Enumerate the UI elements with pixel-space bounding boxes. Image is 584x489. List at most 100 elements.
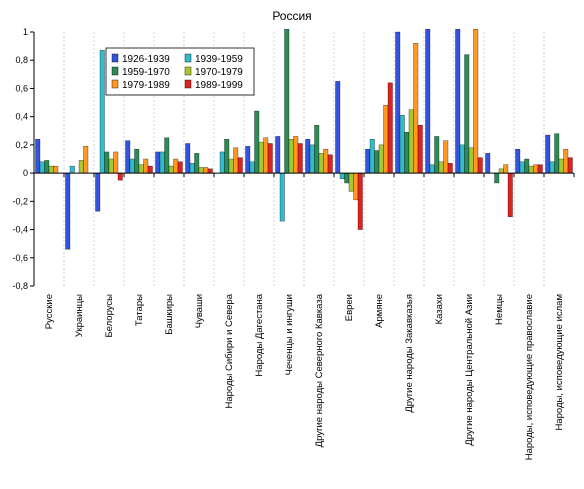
y-tick-label: 0,6 (15, 83, 28, 93)
bar (99, 50, 105, 174)
bar (275, 136, 281, 174)
x-tick-label: Другие народы Центральной Азии (464, 294, 475, 446)
bar (438, 161, 444, 174)
bar (279, 172, 285, 222)
bar (249, 161, 255, 174)
bar (69, 165, 75, 174)
legend-label: 1989-1999 (195, 80, 243, 91)
bar (374, 150, 380, 174)
bar (519, 161, 525, 174)
bar (554, 133, 560, 174)
bar (443, 140, 449, 174)
y-tick-label: -0,6 (12, 253, 28, 263)
bar (117, 172, 123, 181)
bar (327, 154, 333, 174)
bar (143, 158, 149, 174)
bar (404, 132, 410, 174)
bar (399, 115, 405, 174)
bar (35, 139, 41, 174)
bar (203, 167, 209, 174)
bar (233, 147, 239, 174)
x-tick-label: Татары (134, 294, 145, 326)
bar (413, 43, 419, 174)
bar (309, 144, 315, 174)
bar (528, 165, 534, 174)
bar (387, 82, 393, 174)
bar (494, 172, 500, 184)
x-tick-label: Армяне (374, 294, 385, 328)
x-tick-label: Евреи (344, 294, 355, 321)
bar (293, 136, 299, 174)
bar (237, 157, 243, 174)
bar (173, 158, 179, 174)
bar (113, 151, 119, 174)
bar (164, 137, 170, 174)
x-tick-label: Народы Дагестана (254, 293, 265, 376)
bar (369, 139, 375, 174)
bar (455, 29, 461, 174)
bar (263, 137, 269, 174)
bar (563, 148, 569, 174)
bar (83, 146, 89, 174)
bar (323, 148, 329, 174)
bar (155, 151, 161, 174)
x-tick-label: Народы, исповедующие православие (524, 294, 535, 460)
bar (417, 124, 423, 174)
bar (429, 164, 435, 174)
bar (395, 31, 401, 174)
bar (447, 163, 453, 174)
bar (78, 160, 84, 174)
bar (477, 157, 483, 174)
bar (284, 29, 290, 174)
legend-swatch (111, 53, 119, 63)
x-tick-label: Чуваши (194, 294, 205, 328)
bar (177, 161, 183, 174)
bar (524, 158, 530, 174)
legend-swatch (184, 79, 192, 89)
legend-swatch (111, 79, 119, 89)
bar (198, 167, 204, 174)
legend-label: 1970-1979 (195, 67, 243, 78)
x-tick-label: Чеченцы и ингуши (284, 294, 295, 375)
bar (134, 148, 140, 174)
chart-title: Россия (272, 9, 311, 23)
y-tick-label: 1 (23, 27, 28, 37)
legend-swatch (184, 53, 192, 63)
bar (549, 161, 555, 174)
bar (254, 110, 260, 174)
bar (357, 172, 363, 230)
bar (507, 172, 513, 218)
bar (533, 164, 539, 174)
x-tick-label: Народы Сибири и Севера (224, 293, 235, 408)
y-tick-label: -0,2 (12, 196, 28, 206)
bar (185, 143, 191, 174)
bar (189, 163, 195, 174)
bar (168, 165, 174, 174)
x-tick-label: Казахи (434, 294, 445, 324)
bar (378, 144, 384, 174)
bar (383, 105, 389, 174)
x-tick-label: Другие народы Северного Кавказа (314, 293, 325, 447)
bar (159, 151, 165, 174)
bar (48, 165, 54, 174)
bar (224, 139, 230, 174)
bar (434, 136, 440, 174)
x-tick-label: Немцы (494, 294, 505, 325)
bar (305, 139, 311, 174)
bar (288, 139, 294, 174)
bar (138, 164, 144, 174)
bar (219, 151, 225, 174)
bar (473, 29, 479, 174)
y-tick-label: 0,8 (15, 55, 28, 65)
bar (245, 146, 251, 174)
legend-swatch (111, 66, 119, 76)
legend-label: 1926-1939 (122, 54, 170, 65)
x-tick-label: Башкиры (164, 294, 175, 335)
bar (39, 161, 45, 174)
x-tick-label: Другие народы Закавказья (404, 294, 415, 413)
legend-swatch (184, 66, 192, 76)
bar (464, 54, 470, 174)
bar (344, 172, 350, 184)
bar (348, 172, 354, 192)
